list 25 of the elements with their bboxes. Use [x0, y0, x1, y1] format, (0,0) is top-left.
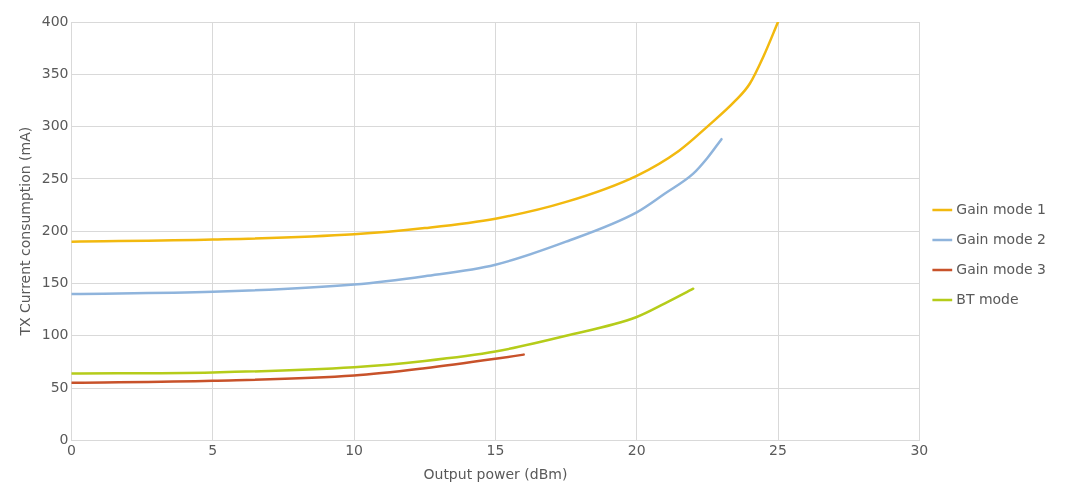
x-axis-title: Output power (dBm): [423, 466, 568, 483]
line-series: [71, 22, 780, 243]
legend-label: Gain mode 2: [956, 230, 1046, 247]
line-series: [71, 137, 723, 296]
x-tick-label: 30: [910, 442, 929, 459]
y-tick-label: 350: [41, 64, 69, 81]
y-tick-label: 250: [41, 169, 69, 186]
x-tick-label: 25: [769, 442, 787, 459]
y-tick-label: 400: [41, 12, 69, 29]
line-series: [71, 353, 525, 385]
y-tick-label: 300: [41, 117, 69, 134]
line-series: [71, 287, 695, 375]
legend-label: BT mode: [956, 290, 1019, 307]
y-tick-label: 150: [41, 274, 69, 291]
y-tick-label: 50: [50, 378, 69, 395]
x-tick-label: 20: [627, 442, 646, 459]
y-axis-title: TX Current consumption (mA): [17, 126, 34, 337]
y-tick-label: 100: [41, 326, 69, 343]
y-tick-label: 200: [41, 221, 69, 238]
legend-label: Gain mode 1: [956, 200, 1046, 217]
legend-label: Gain mode 3: [956, 260, 1046, 277]
x-tick-label: 5: [208, 442, 218, 459]
y-tick-label: 0: [59, 431, 69, 448]
x-tick-label: 10: [345, 442, 364, 459]
x-tick-label: 15: [486, 442, 505, 459]
